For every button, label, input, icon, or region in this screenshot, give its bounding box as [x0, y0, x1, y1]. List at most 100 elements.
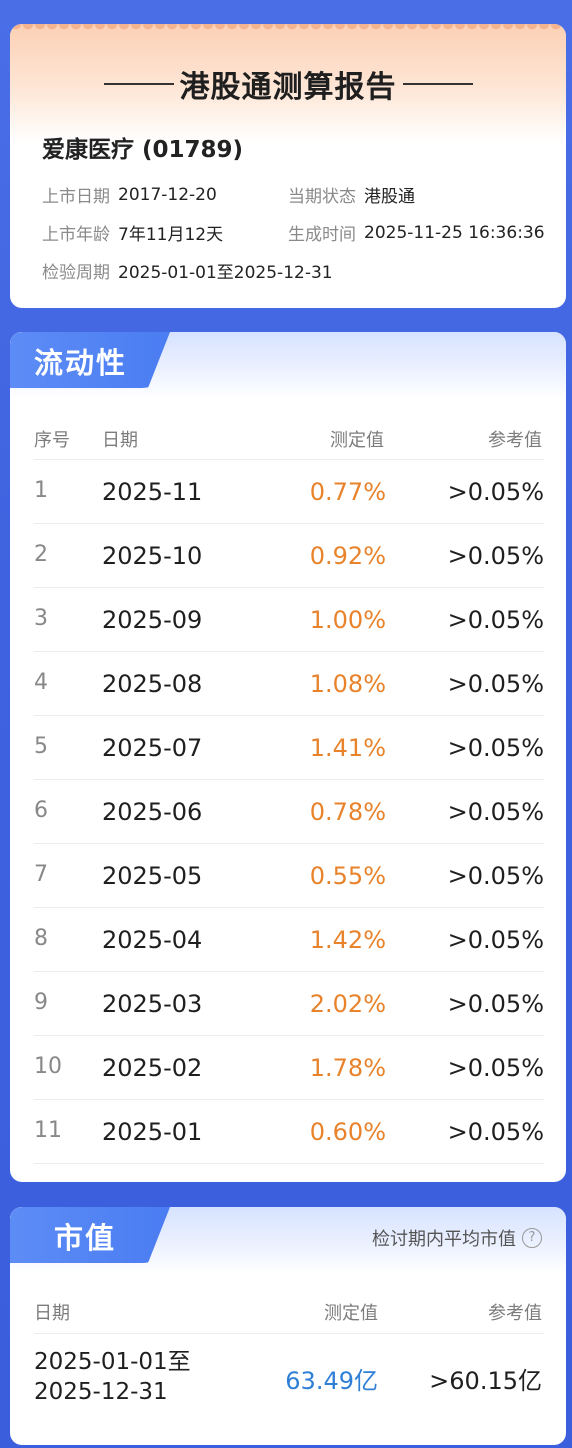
- liquidity-title: 流动性: [34, 346, 128, 380]
- header-background: [10, 24, 566, 142]
- table-row: 5 2025-07 1.41% >0.05%: [34, 715, 544, 779]
- row-reference: >0.05%: [447, 926, 544, 954]
- generated-time-row: 生成时间 2025-11-25 16:36:36: [288, 220, 545, 246]
- row-reference: >0.05%: [447, 990, 544, 1018]
- market-cap-note-text: 检讨期内平均市值: [372, 1229, 516, 1250]
- row-index: 7: [34, 862, 48, 887]
- period-value: 2025-01-01至2025-12-31: [118, 263, 333, 283]
- market-cap-value: 63.49亿: [285, 1367, 378, 1395]
- row-date: 2025-06: [102, 798, 203, 826]
- row-date: 2025-04: [102, 926, 203, 954]
- row-date: 2025-03: [102, 990, 203, 1018]
- row-date: 2025-11: [102, 478, 203, 506]
- market-cap-date-line1: 2025-01-01至: [34, 1349, 191, 1375]
- row-index: 4: [34, 670, 48, 695]
- row-reference: >0.05%: [447, 606, 544, 634]
- row-value: 0.77%: [309, 478, 386, 506]
- generated-time-value: 2025-11-25 16:36:36: [364, 222, 545, 243]
- table-row: 9 2025-03 2.02% >0.05%: [34, 971, 544, 1035]
- table-row: 3 2025-09 1.00% >0.05%: [34, 587, 544, 651]
- snowball-logo-icon: ✓: [395, 1424, 412, 1440]
- row-value: 1.00%: [309, 606, 386, 634]
- title-left-rule: [103, 83, 174, 85]
- market-cap-date: 2025-01-01至 2025-12-31: [34, 1347, 191, 1407]
- row-value: 0.55%: [309, 862, 386, 890]
- row-date: 2025-07: [102, 734, 203, 762]
- row-value: 1.41%: [309, 734, 386, 762]
- market-cap-card: 市值 检讨期内平均市值 ? 日期 测定值 参考值 2025-01-01至 202…: [10, 1207, 566, 1445]
- row-value: 0.92%: [309, 542, 386, 570]
- row-date: 2025-01: [102, 1118, 203, 1146]
- row-reference: >0.05%: [447, 542, 544, 570]
- period-row: 检验周期 2025-01-01至2025-12-31: [42, 258, 333, 283]
- row-reference: >0.05%: [447, 1118, 544, 1146]
- report-title-bar: 港股通测算报告: [10, 64, 566, 105]
- col-head-date: 日期: [102, 430, 138, 451]
- row-value: 1.42%: [309, 926, 386, 954]
- row-value: 0.60%: [309, 1118, 386, 1146]
- m-col-head-value: 测定值: [324, 1303, 378, 1324]
- row-reference: >0.05%: [447, 1054, 544, 1082]
- listing-age-label: 上市年龄: [42, 225, 110, 245]
- status-label: 当期状态: [288, 187, 356, 207]
- table-row: 1 2025-11 0.77% >0.05%: [34, 459, 544, 523]
- table-row: 4 2025-08 1.08% >0.05%: [34, 651, 544, 715]
- row-reference: >0.05%: [447, 862, 544, 890]
- market-cap-tab: [10, 1207, 170, 1263]
- row-reference: >0.05%: [447, 670, 544, 698]
- watermark-text: 雪球：智通财经app: [415, 1424, 558, 1443]
- col-head-value: 测定值: [330, 430, 384, 451]
- table-row: 10 2025-02 1.78% >0.05%: [34, 1035, 544, 1099]
- title-right-rule: [402, 83, 473, 85]
- row-index: 5: [34, 734, 48, 759]
- report-title: 港股通测算报告: [179, 70, 397, 105]
- table-row: 8 2025-04 1.42% >0.05%: [34, 907, 544, 971]
- row-date: 2025-02: [102, 1054, 203, 1082]
- col-head-index: 序号: [34, 430, 70, 451]
- listing-date-value: 2017-12-20: [118, 184, 217, 205]
- row-reference: >0.05%: [447, 478, 544, 506]
- generated-time-label: 生成时间: [288, 225, 356, 245]
- row-reference: >0.05%: [447, 798, 544, 826]
- table-bottom-rule: [34, 1163, 544, 1164]
- liquidity-tab: [10, 332, 170, 388]
- listing-age-row: 上市年龄 7年11月12天: [42, 220, 223, 245]
- row-value: 0.78%: [309, 798, 386, 826]
- question-circle-icon[interactable]: ?: [522, 1228, 542, 1248]
- row-index: 1: [34, 478, 48, 503]
- row-index: 2: [34, 542, 48, 567]
- col-head-reference: 参考值: [488, 430, 542, 451]
- table-row: 11 2025-01 0.60% >0.05%: [34, 1099, 544, 1163]
- listing-date-label: 上市日期: [42, 187, 110, 207]
- listing-age-value: 7年11月12天: [118, 225, 224, 245]
- m-col-head-date: 日期: [34, 1303, 70, 1324]
- market-cap-date-line2: 2025-12-31: [34, 1379, 168, 1405]
- row-index: 8: [34, 926, 48, 951]
- period-label: 检验周期: [42, 263, 110, 283]
- table-row: 7 2025-05 0.55% >0.05%: [34, 843, 544, 907]
- liquidity-card: 流动性 序号 日期 测定值 参考值 1 2025-11 0.77% >0.05% 2 20…: [10, 332, 566, 1182]
- row-index: 6: [34, 798, 48, 823]
- status-row: 当期状态 港股通: [288, 182, 415, 207]
- table-row: 6 2025-06 0.78% >0.05%: [34, 779, 544, 843]
- market-cap-note: 检讨期内平均市值 ?: [372, 1225, 542, 1251]
- status-value: 港股通: [364, 187, 415, 207]
- report-header-card: 港股通测算报告 爱康医疗 (01789) 上市日期 2017-12-20 当期状…: [10, 24, 566, 308]
- table-row: 2 2025-10 0.92% >0.05%: [34, 523, 544, 587]
- row-value: 1.78%: [309, 1054, 386, 1082]
- divider: [34, 1333, 544, 1334]
- row-date: 2025-05: [102, 862, 203, 890]
- row-value: 2.02%: [309, 990, 386, 1018]
- row-index: 10: [34, 1054, 62, 1079]
- market-cap-title: 市值: [54, 1221, 117, 1255]
- row-date: 2025-09: [102, 606, 203, 634]
- market-cap-reference: >60.15亿: [429, 1367, 542, 1395]
- row-index: 9: [34, 990, 48, 1015]
- m-col-head-reference: 参考值: [488, 1303, 542, 1324]
- company-name: 爱康医疗 (01789): [42, 137, 244, 163]
- row-date: 2025-08: [102, 670, 203, 698]
- row-date: 2025-10: [102, 542, 203, 570]
- watermark: ✓ 雪球：智通财经app: [395, 1420, 558, 1444]
- row-value: 1.08%: [309, 670, 386, 698]
- row-index: 3: [34, 606, 48, 631]
